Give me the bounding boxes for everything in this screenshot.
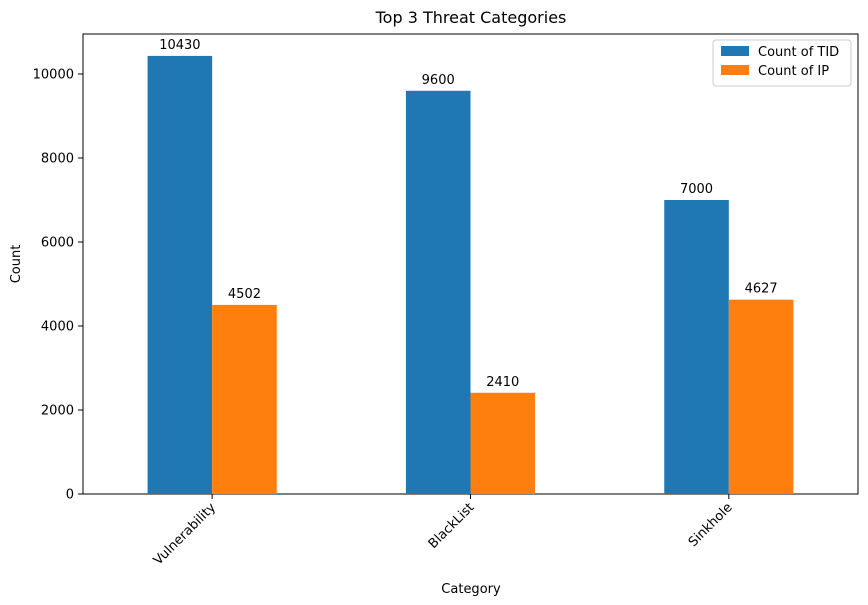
plot-area: 10430 4502 9600 2410 7000 4627 0 2000 4000 6000 8… — [33, 33, 859, 568]
x-axis-title: Category — [441, 582, 501, 597]
chart-title: Top 3 Threat Categories — [375, 8, 567, 27]
legend-label-tid: Count of TID — [758, 45, 839, 60]
legend-label-ip: Count of IP — [758, 64, 829, 79]
bar-blacklist-ip — [470, 392, 536, 494]
data-label-blacklist-tid: 9600 — [422, 73, 455, 88]
y-tick-label: 2000 — [41, 403, 74, 418]
legend: Count of TID Count of IP — [712, 39, 852, 87]
legend-swatch-tid — [721, 46, 749, 56]
legend-swatch-ip — [721, 65, 749, 75]
y-tick-label: 4000 — [41, 319, 74, 334]
data-label-blacklist-ip: 2410 — [486, 375, 519, 390]
y-tick-label: 6000 — [41, 235, 74, 250]
bar-sinkhole-tid — [664, 199, 729, 495]
y-tick-label: 0 — [66, 488, 74, 503]
x-tick-label-blacklist: BlackList — [426, 500, 478, 552]
bar-sinkhole-ip — [728, 299, 794, 494]
bar-vulnerability-tid — [147, 55, 213, 495]
data-label-sinkhole-tid: 7000 — [680, 182, 713, 197]
y-axis: 0 2000 4000 6000 8000 10000 — [33, 67, 83, 503]
x-axis: Vulnerability BlackList Sinkhole — [151, 494, 736, 568]
data-label-sinkhole-ip: 4627 — [745, 282, 778, 297]
y-tick-label: 8000 — [41, 151, 74, 166]
bar-vulnerability-ip — [212, 304, 277, 494]
data-label-vulnerability-ip: 4502 — [228, 287, 261, 302]
data-labels-group: 10430 4502 9600 2410 7000 4627 — [159, 38, 777, 390]
x-tick-label-vulnerability: Vulnerability — [151, 500, 219, 568]
x-tick-label-sinkhole: Sinkhole — [686, 500, 736, 550]
y-tick-label: 10000 — [33, 67, 74, 82]
data-label-vulnerability-tid: 10430 — [159, 38, 200, 53]
bar-blacklist-tid — [405, 90, 471, 494]
bars-group — [147, 55, 794, 495]
y-axis-title: Count — [9, 245, 24, 284]
